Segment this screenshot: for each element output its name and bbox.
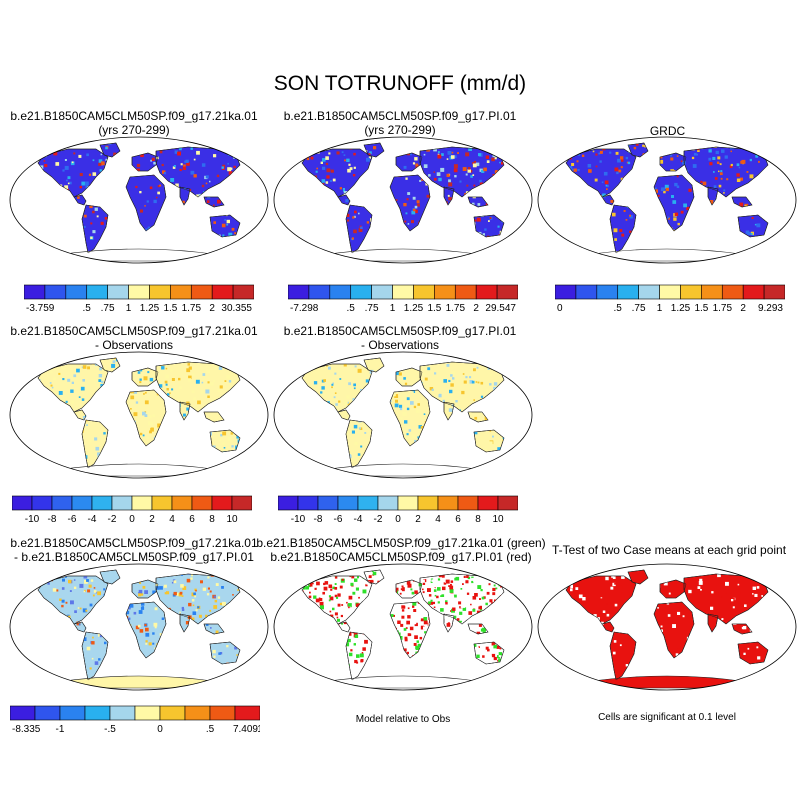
- colorbar-tick-label: 4: [435, 514, 441, 525]
- colorbar-tick-label: 6: [455, 514, 461, 525]
- colorbar-tick-label: -8: [48, 514, 57, 525]
- colorbar-tick-label: -2: [108, 514, 117, 525]
- panel-title-6: b.e21.B1850CAM5CLM50SP.f09_g17.21ka.01 -…: [10, 536, 258, 564]
- note-model-relative-to-obs: Model relative to Obs: [355, 714, 451, 725]
- colorbar-tick-label: -7.298: [290, 303, 319, 314]
- panel-title-4: b.e21.B1850CAM5CLM50SP.f09_g17.21ka.01 -…: [10, 324, 258, 352]
- colorbar-tick-label: -4: [354, 514, 363, 525]
- colorbar-tick-label: 1.75: [713, 303, 733, 314]
- colorbar-tick-label: -1: [56, 724, 65, 735]
- colorbar-tick-label: 2: [149, 514, 155, 525]
- colorbar-4: -10 -8 -6 -4 -2 0 2 4 6 8 10: [12, 495, 252, 525]
- colorbar-tick-label: -4: [88, 514, 97, 525]
- colorbar-tick-label: 0: [557, 303, 563, 314]
- colorbar-tick-label: 1: [257, 724, 260, 735]
- colorbar-tick-label: 2: [740, 303, 746, 314]
- colorbar-tick-label: 1.5: [694, 303, 708, 314]
- colorbar-tick-label: 7.409: [233, 724, 258, 735]
- map-panel-6: [9, 563, 269, 691]
- colorbar-6: -8.335 -1 -.5 0 .5 17.409: [10, 705, 260, 735]
- panel-title-8: T-Test of two Case means at each grid po…: [551, 543, 787, 557]
- colorbar-tick-label: 4: [169, 514, 175, 525]
- colorbar-tick-label: .75: [632, 303, 646, 314]
- panel-title-1: b.e21.B1850CAM5CLM50SP.f09_g17.21ka.01 (…: [10, 109, 258, 137]
- colorbar-3: 0 .5 .75 1 1.25 1.5 1.75 2 9.293: [555, 284, 785, 314]
- colorbar-tick-label: 9.293: [758, 303, 783, 314]
- map-panel-4: [9, 351, 269, 479]
- colorbar-tick-label: .75: [101, 303, 115, 314]
- colorbar-tick-label: 1: [126, 303, 132, 314]
- colorbar-tick-label: -10: [25, 514, 40, 525]
- note-significance: Cells are significant at 0.1 level: [598, 712, 736, 723]
- map-panel-3: [537, 136, 797, 264]
- colorbar-tick-label: 2: [209, 303, 215, 314]
- colorbar-tick-label: 2: [473, 303, 479, 314]
- colorbar-tick-label: .5: [347, 303, 356, 314]
- colorbar-1: -3.759 .5 .75 1 1.25 1.5 1.75 2 30.355: [24, 284, 254, 314]
- panel-title-3: GRDC: [649, 124, 686, 138]
- colorbar-tick-label: -8: [314, 514, 323, 525]
- colorbar-tick-label: 0: [157, 724, 163, 735]
- map-panel-1: [9, 136, 269, 264]
- colorbar-tick-label: 1.75: [446, 303, 466, 314]
- colorbar-tick-label: 1.75: [182, 303, 202, 314]
- map-panel-8: [537, 563, 797, 691]
- colorbar-tick-label: -6: [68, 514, 77, 525]
- colorbar-tick-label: 10: [492, 514, 504, 525]
- main-title: SON TOTRUNOFF (mm/d): [273, 72, 527, 95]
- colorbar-tick-label: .75: [365, 303, 379, 314]
- panel-title-7: b.e21.B1850CAM5CLM50SP.f09_g17.21ka.01 (…: [256, 536, 546, 564]
- colorbar-tick-label: 1.25: [671, 303, 691, 314]
- map-panel-5: [273, 351, 533, 479]
- colorbar-tick-label: 0: [129, 514, 135, 525]
- panel-title-2: b.e21.B1850CAM5CLM50SP.f09_g17.PI.01 (yr…: [283, 109, 517, 137]
- colorbar-tick-label: -3.759: [26, 303, 55, 314]
- colorbar-tick-label: 2: [415, 514, 421, 525]
- colorbar-tick-label: 1.5: [163, 303, 177, 314]
- colorbar-tick-label: 0: [395, 514, 401, 525]
- panel-title-5: b.e21.B1850CAM5CLM50SP.f09_g17.PI.01 - O…: [283, 324, 517, 352]
- colorbar-2: -7.298 .5 .75 1 1.25 1.5 1.75 2 29.547: [288, 284, 518, 314]
- colorbar-tick-label: -10: [291, 514, 306, 525]
- colorbar-tick-label: 1.5: [427, 303, 441, 314]
- colorbar-tick-label: 1: [390, 303, 396, 314]
- colorbar-tick-label: -2: [374, 514, 383, 525]
- colorbar-tick-label: 1: [657, 303, 663, 314]
- colorbar-tick-label: .5: [206, 724, 215, 735]
- colorbar-tick-label: .5: [83, 303, 92, 314]
- colorbar-tick-label: 1.25: [140, 303, 160, 314]
- map-panel-7: [273, 563, 533, 691]
- colorbar-tick-label: -.5: [104, 724, 116, 735]
- colorbar-tick-label: 8: [475, 514, 481, 525]
- colorbar-tick-label: 8: [209, 514, 215, 525]
- colorbar-tick-label: -8.335: [12, 724, 41, 735]
- colorbar-tick-label: .5: [614, 303, 623, 314]
- map-panel-2: [273, 136, 533, 264]
- colorbar-tick-label: 30.355: [221, 303, 252, 314]
- colorbar-tick-label: 1.25: [404, 303, 424, 314]
- colorbar-5: -10 -8 -6 -4 -2 0 2 4 6 8 10: [278, 495, 518, 525]
- colorbar-tick-label: 10: [226, 514, 238, 525]
- colorbar-tick-label: 29.547: [485, 303, 516, 314]
- colorbar-tick-label: 6: [189, 514, 195, 525]
- colorbar-tick-label: -6: [334, 514, 343, 525]
